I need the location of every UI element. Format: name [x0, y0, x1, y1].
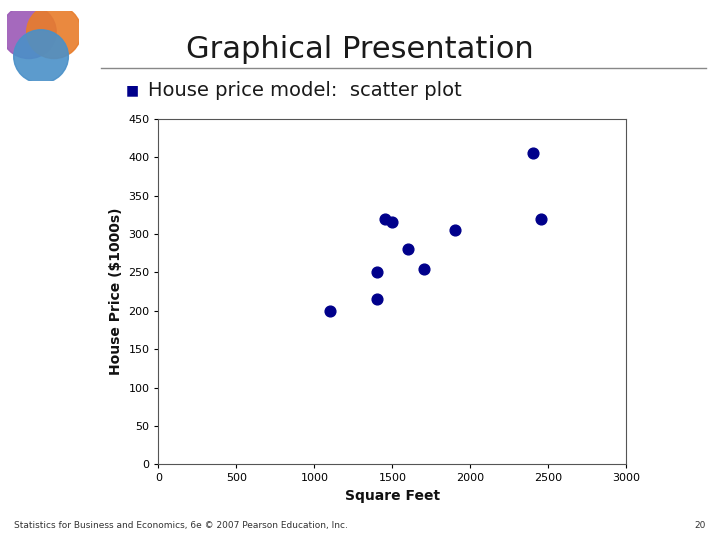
Point: [418, 264, 429, 273]
Circle shape: [1, 5, 56, 58]
Text: ■: ■: [126, 84, 139, 98]
Text: House price model:  scatter plot: House price model: scatter plot: [148, 81, 462, 100]
Y-axis label: House Price ($1000s): House Price ($1000s): [109, 208, 122, 375]
Circle shape: [27, 5, 81, 58]
Text: 20: 20: [694, 521, 706, 530]
Point: [449, 226, 461, 234]
Text: Graphical Presentation: Graphical Presentation: [186, 35, 534, 64]
Point: [371, 268, 382, 276]
Point: [402, 245, 414, 254]
Point: [527, 149, 539, 158]
X-axis label: Square Feet: Square Feet: [345, 489, 440, 503]
Text: Statistics for Business and Economics, 6e © 2007 Pearson Education, Inc.: Statistics for Business and Economics, 6…: [14, 521, 348, 530]
Point: [379, 214, 390, 223]
Circle shape: [14, 30, 68, 83]
Point: [535, 214, 546, 223]
Point: [371, 295, 382, 303]
Point: [324, 307, 336, 315]
Point: [387, 218, 398, 227]
